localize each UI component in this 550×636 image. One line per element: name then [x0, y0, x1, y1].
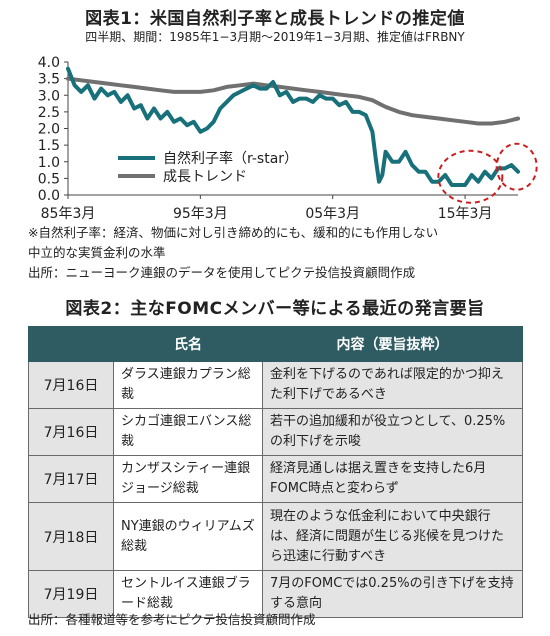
growth-trend-series-line — [66, 76, 520, 126]
row-date: 7月19日 — [28, 570, 114, 618]
table-row: 7月16日 ダラス連銀カプラン総裁 金利を下げるのであれば限定的かつ抑えた利下げ… — [28, 361, 523, 409]
rstar-series-line — [66, 66, 520, 187]
highlight-circle-2015 — [437, 149, 504, 204]
y-tick-label: 2.5 — [38, 105, 60, 121]
row-content: 7月のFOMCでは0.25%の引き下げを支持する意向 — [262, 570, 523, 618]
row-content: 現在のような低金利において中央銀行は、経済に問題が生じる兆候を見つけたら迅速に行… — [262, 502, 523, 571]
row-content: 若干の追加緩和が役立つとして、0.25%の利下げを示唆 — [262, 408, 523, 456]
chart1-source: 出所：ニューヨーク連銀のデータを使用してピクテ投信投資顧問作成 — [28, 265, 416, 280]
table-row: 7月16日 シカゴ連銀エバンス総裁 若干の追加緩和が役立つとして、0.25%の利… — [28, 408, 523, 456]
x-tick-label: 85年3月 — [41, 206, 96, 222]
row-date: 7月16日 — [28, 361, 114, 409]
row-name: ダラス連銀カプラン総裁 — [113, 361, 263, 409]
row-name: カンザスシティー連銀ジョージ総裁 — [113, 455, 263, 503]
row-content: 金利を下げるのであれば限定的かつ抑えた利下げであるべき — [262, 361, 523, 409]
x-tick-label: 95年3月 — [173, 206, 228, 222]
row-content: 経済見通しは据え置きを支持した6月FOMC時点と変わらず — [262, 455, 523, 503]
chart1-subtitle: 四半期、期間：1985年1−3月期〜2019年1−3月期、推定値はFRBNY — [85, 30, 465, 44]
y-tick-label: 1.0 — [38, 155, 60, 171]
row-date: 7月16日 — [28, 408, 114, 456]
chart1-note-line1: ※自然利子率：経済、物価に対し引き締め的にも、緩和的にも作用しない — [28, 225, 439, 240]
y-tick-label: 3.5 — [38, 72, 60, 88]
row-name: セントルイス連銀ブラード総裁 — [113, 570, 263, 618]
y-tick-label: 1.5 — [38, 138, 60, 154]
row-name: NY連銀のウィリアムズ総裁 — [113, 502, 263, 571]
table-source: 出所：各種報道等を参考にピクテ投信投資顧問作成 — [28, 612, 316, 627]
row-date: 7月17日 — [28, 455, 114, 503]
table-header-row: 氏名 内容（要旨抜粋） — [28, 326, 523, 362]
table-title: 図表2：主なFOMCメンバー等による最近の発言要旨 — [65, 299, 485, 319]
table-row: 7月18日 NY連銀のウィリアムズ総裁 現在のような低金利において中央銀行は、経… — [28, 502, 523, 571]
row-name: シカゴ連銀エバンス総裁 — [113, 408, 263, 456]
header-name: 氏名 — [113, 326, 263, 362]
y-tick-label: 4.0 — [38, 55, 60, 71]
y-tick-label: 2.0 — [38, 122, 60, 138]
table-row: 7月19日 セントルイス連銀ブラード総裁 7月のFOMCでは0.25%の引き下げ… — [28, 570, 523, 618]
table-row: 7月17日 カンザスシティー連銀ジョージ総裁 経済見通しは据え置きを支持した6月… — [28, 455, 523, 503]
legend-label: 自然利子率（r-star） — [163, 150, 298, 167]
legend-label: 成長トレンド — [163, 169, 247, 185]
chart1-note-line2: 中立的な実質金利の水準 — [28, 245, 166, 260]
y-tick-label: 0.5 — [38, 171, 60, 187]
x-tick-label: 05年3月 — [305, 206, 360, 222]
chart1-title: 図表1：米国自然利子率と成長トレンドの推定値 — [85, 9, 465, 29]
fomc-remarks-table: 氏名 内容（要旨抜粋） 7月16日 ダラス連銀カプラン総裁 金利を下げるのであれ… — [28, 326, 523, 618]
x-tick-label: 15年3月 — [438, 206, 493, 222]
row-date: 7月18日 — [28, 502, 114, 571]
highlight-circle-2019 — [495, 142, 538, 191]
y-tick-label: 0.0 — [38, 188, 60, 204]
header-date — [28, 326, 114, 362]
rstar-line-chart: 0.00.51.01.52.02.53.03.54.0 85年3月 95年3月 05年… — [38, 55, 538, 222]
header-content: 内容（要旨抜粋） — [262, 326, 523, 362]
y-tick-label: 3.0 — [38, 88, 60, 104]
